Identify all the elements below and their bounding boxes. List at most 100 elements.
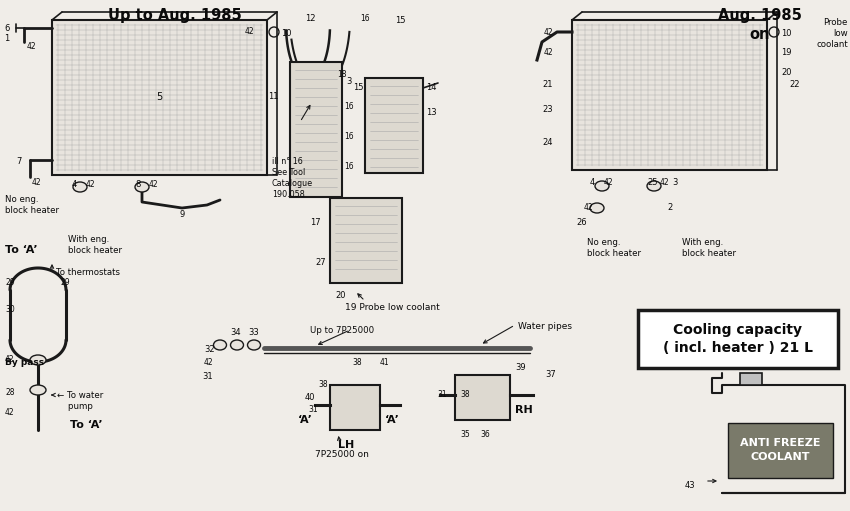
- Text: LH: LH: [338, 440, 354, 450]
- Text: 13: 13: [426, 108, 437, 117]
- Text: 32: 32: [204, 345, 215, 354]
- Text: 14: 14: [426, 83, 437, 92]
- Text: 20: 20: [781, 68, 791, 77]
- Ellipse shape: [247, 340, 260, 350]
- Ellipse shape: [30, 355, 46, 365]
- Bar: [52, 20, 267, 175]
- Text: 36: 36: [480, 430, 490, 439]
- Text: 20: 20: [335, 291, 345, 300]
- Text: 38: 38: [352, 358, 361, 367]
- Ellipse shape: [595, 181, 609, 191]
- Text: 2: 2: [667, 203, 672, 212]
- Text: 42: 42: [604, 178, 614, 187]
- Text: 19: 19: [781, 48, 791, 57]
- Text: 11: 11: [268, 92, 279, 101]
- Ellipse shape: [135, 182, 149, 192]
- Text: 28: 28: [5, 388, 14, 397]
- Text: 24: 24: [542, 138, 552, 147]
- Text: ‘A’: ‘A’: [298, 415, 313, 425]
- Text: 10: 10: [781, 29, 791, 38]
- Ellipse shape: [230, 340, 243, 350]
- Text: 42: 42: [544, 48, 553, 57]
- Text: To ‘A’: To ‘A’: [5, 245, 37, 255]
- Text: ANTI FREEZE
COOLANT: ANTI FREEZE COOLANT: [740, 438, 820, 461]
- Bar: [365, 78, 423, 173]
- Text: 31: 31: [308, 405, 318, 414]
- Bar: [740, 373, 762, 385]
- Bar: [330, 385, 380, 430]
- Text: No eng.
block heater: No eng. block heater: [5, 195, 59, 215]
- Bar: [455, 375, 510, 420]
- Bar: [572, 20, 767, 170]
- Text: Cooling capacity
( incl. heater ) 21 L: Cooling capacity ( incl. heater ) 21 L: [663, 323, 813, 355]
- Text: 34: 34: [230, 328, 241, 337]
- Text: 8: 8: [135, 180, 140, 189]
- Text: 37: 37: [545, 370, 556, 379]
- Text: 26: 26: [576, 218, 586, 227]
- Text: 15: 15: [395, 16, 405, 25]
- Text: 15: 15: [353, 83, 364, 92]
- Text: With eng.
block heater: With eng. block heater: [68, 235, 122, 255]
- Text: 30: 30: [5, 305, 14, 314]
- Text: Up to 7P25000: Up to 7P25000: [310, 326, 374, 335]
- Text: 42: 42: [660, 178, 670, 187]
- Text: 38: 38: [318, 380, 327, 389]
- Text: 16: 16: [344, 162, 354, 171]
- Text: 43: 43: [684, 481, 695, 490]
- Text: 31: 31: [437, 390, 446, 399]
- Text: 42: 42: [149, 180, 159, 189]
- Text: 4: 4: [72, 180, 77, 189]
- Text: With eng.
block heater: With eng. block heater: [682, 238, 736, 258]
- Text: 42: 42: [32, 178, 42, 187]
- Text: 42: 42: [5, 408, 14, 417]
- Text: 29: 29: [60, 278, 70, 287]
- Text: 4: 4: [590, 178, 595, 187]
- Text: 18: 18: [337, 70, 347, 79]
- Text: ill n° 16
See Tool
Catalogue
190.058: ill n° 16 See Tool Catalogue 190.058: [272, 157, 313, 199]
- Text: 41: 41: [380, 358, 389, 367]
- Bar: [638, 310, 838, 368]
- Text: 19 Probe low coolant: 19 Probe low coolant: [345, 303, 439, 312]
- Ellipse shape: [30, 385, 46, 395]
- Text: 16: 16: [344, 132, 354, 141]
- Text: 16: 16: [344, 102, 354, 111]
- Bar: [330, 198, 402, 283]
- Text: Aug. 1985
on: Aug. 1985 on: [718, 8, 802, 41]
- Text: 29: 29: [5, 278, 14, 287]
- Text: 42: 42: [245, 27, 255, 36]
- Text: 42: 42: [86, 180, 95, 189]
- Text: 3: 3: [346, 77, 351, 86]
- Text: ‘A’: ‘A’: [385, 415, 400, 425]
- Text: 5: 5: [156, 92, 162, 102]
- Text: 7P25000 on: 7P25000 on: [315, 450, 369, 459]
- Text: 42: 42: [203, 358, 213, 367]
- Text: 23: 23: [542, 105, 552, 114]
- Text: 42: 42: [5, 355, 14, 364]
- Text: 6: 6: [4, 24, 9, 33]
- Text: ← To water
    pump: ← To water pump: [57, 391, 103, 411]
- Ellipse shape: [213, 340, 226, 350]
- Text: Up to Aug. 1985: Up to Aug. 1985: [108, 8, 242, 23]
- Text: 33: 33: [248, 328, 258, 337]
- Text: 39: 39: [515, 363, 525, 372]
- Text: Probe
low
coolant: Probe low coolant: [816, 18, 848, 49]
- Text: 42: 42: [584, 203, 593, 212]
- Text: 9: 9: [180, 210, 185, 219]
- Text: 25: 25: [647, 178, 658, 187]
- Text: 12: 12: [305, 14, 315, 23]
- Text: 10: 10: [281, 29, 292, 38]
- Ellipse shape: [590, 203, 604, 213]
- Bar: [728, 423, 833, 478]
- Text: 16: 16: [360, 14, 370, 23]
- Text: RH: RH: [515, 405, 533, 415]
- Bar: [290, 62, 342, 197]
- Text: 22: 22: [789, 80, 800, 89]
- Text: To thermostats: To thermostats: [56, 268, 120, 277]
- Text: No eng.
block heater: No eng. block heater: [587, 238, 641, 258]
- Text: 3: 3: [672, 178, 677, 187]
- Text: 21: 21: [542, 80, 552, 89]
- Text: 40: 40: [305, 393, 315, 402]
- Ellipse shape: [73, 182, 87, 192]
- Text: 7: 7: [16, 157, 21, 166]
- Text: 42: 42: [544, 28, 553, 37]
